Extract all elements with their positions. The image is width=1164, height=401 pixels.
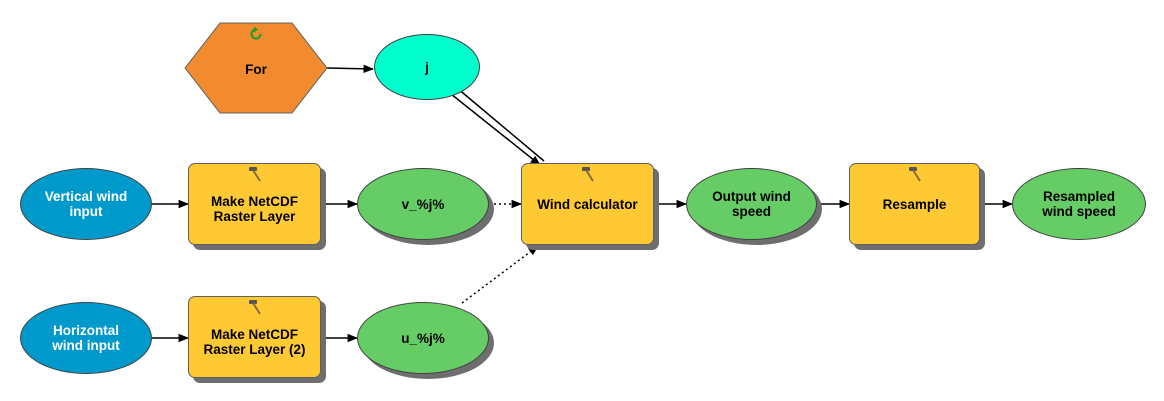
for-label: For xyxy=(245,61,267,77)
vertical-wind-input-label: Vertical wind input xyxy=(44,189,128,219)
j-variable-node[interactable]: j xyxy=(374,34,480,100)
make-netcdf-raster-layer-tool[interactable]: Make NetCDF Raster Layer xyxy=(188,163,321,245)
wind-calculator-tool[interactable]: Wind calculator xyxy=(521,163,654,245)
make-netcdf-raster-layer-2-label: Make NetCDF Raster Layer (2) xyxy=(203,327,306,357)
wind-calculator-label: Wind calculator xyxy=(537,196,638,212)
connector-j-to-wind-calculator-b xyxy=(456,87,545,162)
resampled-wind-speed-node[interactable]: Resampled wind speed xyxy=(1012,168,1146,240)
output-wind-speed-node[interactable]: Output wind speed xyxy=(686,168,817,240)
v-variable-node[interactable]: v_%j% xyxy=(357,168,489,240)
j-label: j xyxy=(425,59,429,75)
resample-tool[interactable]: Resample xyxy=(849,163,980,245)
u-variable-label: u_%j% xyxy=(401,330,445,346)
resampled-wind-speed-label: Resampled wind speed xyxy=(1042,189,1116,219)
make-netcdf-raster-layer-2-tool[interactable]: Make NetCDF Raster Layer (2) xyxy=(188,296,321,378)
connector-for-to-j xyxy=(326,64,375,73)
hammer-icon xyxy=(248,300,261,315)
for-hexagon xyxy=(184,22,328,114)
connector-j-to-wind-calculator-a xyxy=(450,93,541,166)
hammer-icon xyxy=(248,167,261,182)
v-variable-label: v_%j% xyxy=(401,196,445,212)
u-variable-node[interactable]: u_%j% xyxy=(357,302,489,374)
make-netcdf-raster-layer-label: Make NetCDF Raster Layer xyxy=(210,194,299,224)
horizontal-wind-input-label: Horizontal wind input xyxy=(52,323,120,353)
hammer-icon xyxy=(908,167,921,182)
horizontal-wind-input-node[interactable]: Horizontal wind input xyxy=(20,302,152,374)
hexagon-shape xyxy=(184,22,328,114)
output-wind-speed-label: Output wind speed xyxy=(712,189,791,219)
hammer-icon xyxy=(581,167,594,182)
connector-u-to-wind-calculator xyxy=(461,245,539,304)
iterate-icon xyxy=(250,26,262,40)
for-iterator-node[interactable]: For xyxy=(184,22,328,114)
resample-label: Resample xyxy=(882,196,947,212)
vertical-wind-input-node[interactable]: Vertical wind input xyxy=(20,168,152,240)
